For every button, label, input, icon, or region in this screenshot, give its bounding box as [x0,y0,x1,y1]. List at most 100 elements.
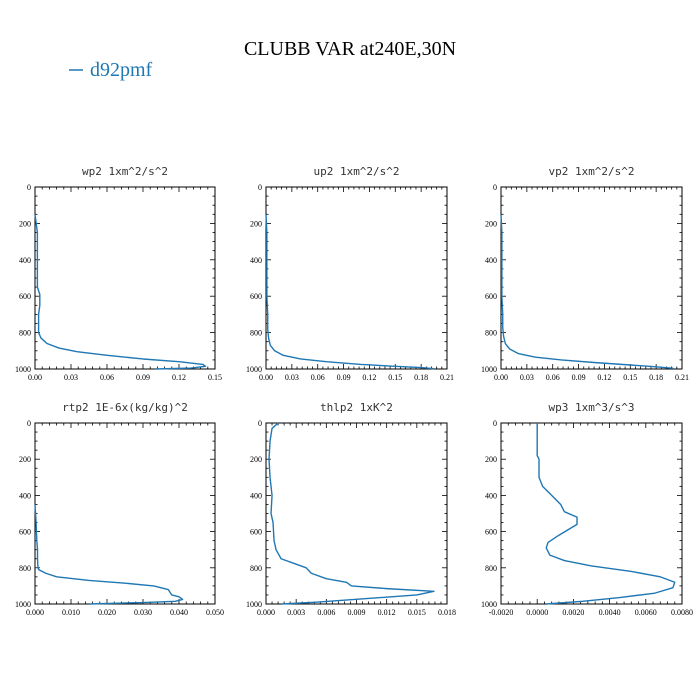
x-tick-label: 0.0060 [635,608,657,617]
y-tick-label: 600 [485,528,497,537]
y-tick-label: 200 [485,455,497,464]
panel-title: up2 1xm^2/s^2 [313,165,399,178]
y-tick-label: 800 [19,564,31,573]
y-tick-label: 1000 [246,365,262,374]
x-tick-label: 0.015 [408,608,426,617]
y-tick-label: 200 [250,219,262,228]
y-tick-label: 400 [19,256,31,265]
y-tick-label: 0 [27,419,31,428]
x-tick-label: 0.010 [62,608,80,617]
plot-frame [265,422,448,605]
y-tick-label: 0 [258,419,262,428]
panel-title: thlp2 1xK^2 [320,401,393,414]
panel-title: wp2 1xm^2/s^2 [82,165,168,178]
x-tick-label: 0.15 [623,373,637,382]
x-tick-label: 0.000 [26,608,44,617]
y-tick-label: 200 [250,455,262,464]
x-tick-label: 0.030 [134,608,152,617]
x-tick-label: -0.0020 [489,608,514,617]
y-tick-label: 600 [250,528,262,537]
x-tick-label: 0.0020 [562,608,584,617]
y-tick-label: 400 [19,491,31,500]
x-tick-label: 0.0000 [526,608,548,617]
series-line [268,422,435,605]
x-tick-label: 0.03 [520,373,534,382]
panel-title: vp2 1xm^2/s^2 [548,165,634,178]
x-tick-label: 0.000 [257,608,275,617]
x-tick-label: 0.12 [362,373,376,382]
y-tick-label: 0 [493,419,497,428]
y-tick-label: 400 [250,256,262,265]
plot-frame [500,422,683,605]
x-tick-label: 0.12 [597,373,611,382]
x-tick-label: 0.012 [378,608,396,617]
y-tick-label: 400 [485,491,497,500]
panels: wp2 1xm^2/s^2 0.00 0.03 0.06 0.09 0.12 0.15 0 20… [15,165,693,617]
legend-label: d92pmf [90,59,153,81]
x-tick-label: 0.09 [572,373,586,382]
y-tick-label: 1000 [15,365,31,374]
y-tick-label: 1000 [481,600,497,609]
legend: d92pmf [69,59,153,81]
x-tick-label: 0.020 [98,608,116,617]
x-tick-label: 0.18 [649,373,663,382]
y-tick-label: 600 [250,292,262,301]
y-tick-label: 1000 [481,365,497,374]
y-tick-label: 400 [250,491,262,500]
x-tick-label: 0.009 [348,608,366,617]
figure-title: CLUBB VAR at240E,30N [244,38,456,60]
x-tick-label: 0.12 [172,373,186,382]
y-tick-label: 0 [258,183,262,192]
plot-frame [34,186,216,370]
x-tick-label: 0.15 [388,373,402,382]
series-line [34,214,207,370]
x-tick-label: 0.0040 [599,608,621,617]
y-tick-label: 800 [250,564,262,573]
x-tick-label: 0.00 [28,373,42,382]
chart-panel-4: rtp2 1E-6x(kg/kg)^2 0.000 0.010 0.020 0.030 0… [15,401,224,617]
plot-frame [500,186,683,370]
x-tick-label: 0.21 [440,373,454,382]
x-tick-label: 0.040 [170,608,188,617]
x-tick-label: 0.06 [546,373,560,382]
x-tick-label: 0.018 [438,608,456,617]
x-tick-label: 0.03 [285,373,299,382]
y-tick-label: 0 [493,183,497,192]
panel-title: wp3 1xm^3/s^3 [548,401,634,414]
series-line [265,214,435,370]
y-tick-label: 800 [250,329,262,338]
x-tick-label: 0.18 [414,373,428,382]
x-tick-label: 0.06 [100,373,114,382]
y-tick-label: 0 [27,183,31,192]
y-tick-label: 200 [485,219,497,228]
x-tick-label: 0.06 [311,373,325,382]
y-tick-label: 400 [485,256,497,265]
plot-frame [265,186,448,370]
series-line [34,504,184,605]
panel-title: rtp2 1E-6x(kg/kg)^2 [62,401,188,414]
x-tick-label: 0.21 [675,373,689,382]
chart-panel-3: vp2 1xm^2/s^2 0.00 0.03 0.06 0.09 0.12 0.15 0.1… [481,165,689,382]
series-line [500,214,674,369]
y-tick-label: 200 [19,455,31,464]
x-tick-label: 0.09 [337,373,351,382]
y-tick-label: 800 [485,564,497,573]
x-tick-label: 0.0080 [671,608,693,617]
y-tick-label: 1000 [15,600,31,609]
y-tick-label: 800 [19,329,31,338]
x-tick-label: 0.00 [494,373,508,382]
y-tick-label: 600 [19,528,31,537]
y-tick-label: 800 [485,329,497,338]
x-tick-label: 0.006 [317,608,335,617]
x-tick-label: 0.003 [287,608,305,617]
chart-panel-5: thlp2 1xK^2 0.000 0.003 0.006 0.009 0.012 0.01… [246,401,456,617]
chart-panel-2: up2 1xm^2/s^2 0.00 0.03 0.06 0.09 0.12 0.15 0.1… [246,165,454,382]
x-tick-label: 0.09 [136,373,150,382]
y-tick-label: 200 [19,219,31,228]
y-tick-label: 1000 [246,600,262,609]
x-tick-label: 0.00 [259,373,273,382]
chart-panel-6: wp3 1xm^3/s^3 -0.0020 0.0000 0.0020 0.0040 0.… [481,401,693,617]
x-tick-label: 0.050 [206,608,224,617]
x-tick-label: 0.03 [64,373,78,382]
